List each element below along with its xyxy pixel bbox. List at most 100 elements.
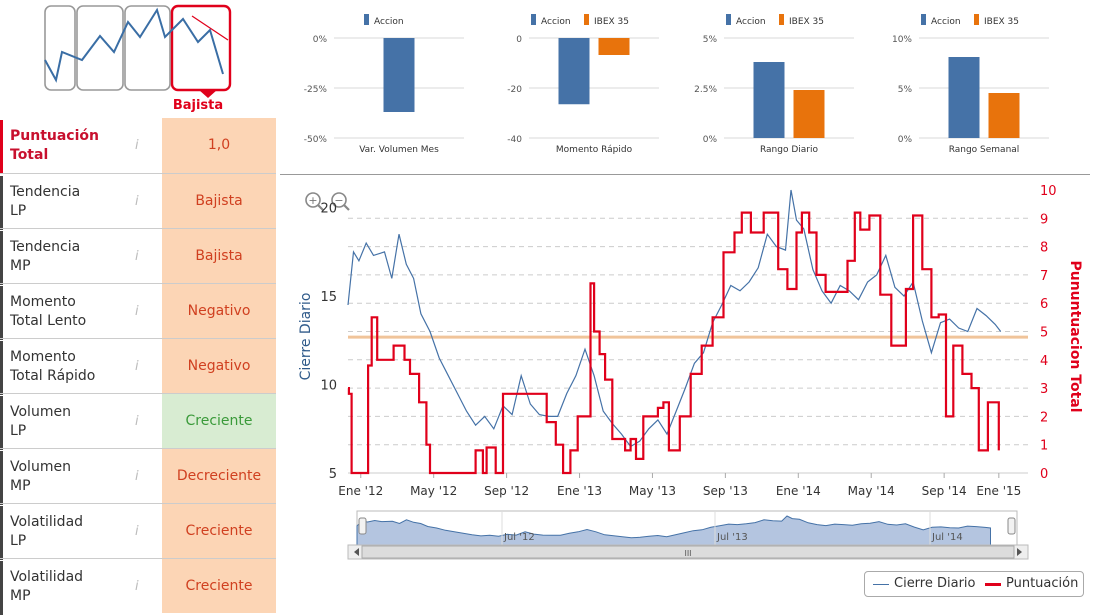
info-icon[interactable]: i: [135, 469, 139, 484]
bar-chart-2: 5% 2.5% 0% Rango Diario Accion IBEX 35: [694, 14, 854, 155]
x-tick: Ene '13: [557, 484, 602, 498]
bar-legend-label: Accion: [736, 17, 766, 27]
navigator-label-2: Jul '13: [716, 532, 748, 543]
y-tick: 20: [320, 202, 337, 217]
score-label-line2: LP: [10, 203, 27, 219]
bar-title: Rango Semanal: [949, 145, 1020, 155]
bar-ytick: -25%: [304, 85, 328, 95]
info-icon[interactable]: i: [135, 304, 139, 319]
bar-legend-label: Accion: [931, 17, 961, 27]
row-separator: [0, 283, 276, 284]
bar-ytick: 5%: [898, 85, 913, 95]
navigator-scrollbar[interactable]: III: [347, 544, 1029, 560]
bar-legend-label: IBEX 35: [789, 17, 824, 27]
score-label-5: Volumen LP: [0, 396, 162, 450]
score-label-7: Volatilidad LP: [0, 506, 162, 560]
bar-title: Momento Rápido: [556, 145, 633, 155]
y-axis-title: Cierre Diario: [298, 293, 314, 381]
score-label-line2: Total: [10, 147, 49, 163]
series-puntuacion-line: [347, 211, 1000, 475]
zoom-in-button[interactable]: +: [305, 192, 324, 211]
row-separator: [0, 173, 276, 174]
score-label-line2: MP: [10, 588, 31, 604]
score-label-6: Volumen MP: [0, 451, 162, 505]
score-label-3: Momento Total Lento: [0, 286, 162, 340]
bar-ytick: 0%: [898, 135, 913, 145]
bar-legend-swatch: [726, 14, 731, 25]
bar-ibex-35: [598, 38, 630, 55]
info-icon[interactable]: i: [135, 249, 139, 264]
score-value-3: Negativo: [187, 303, 251, 319]
bar-chart-1: 0 -20 -40 Momento Rápido Accion IBEX 35: [507, 14, 659, 155]
score-values-column: [162, 118, 276, 613]
navigator-handle-left[interactable]: [358, 517, 367, 535]
logo-panel-1: [44, 5, 76, 91]
score-label-line2: Total Rápido: [10, 368, 96, 384]
score-label-line2: LP: [10, 533, 27, 549]
zoom-in-icon: +: [308, 194, 317, 207]
bar-accion: [383, 38, 415, 112]
score-value-6: Decreciente: [176, 468, 262, 484]
bar-legend-label: IBEX 35: [594, 17, 629, 27]
x-tick: Ene '15: [976, 484, 1021, 498]
bar-legend-swatch: [364, 14, 369, 25]
x-tick: May '12: [410, 484, 457, 498]
bar-ytick: -50%: [304, 135, 328, 145]
scroll-right-icon[interactable]: [1017, 548, 1022, 556]
score-value-0: 1,0: [207, 137, 231, 153]
scrollbar-grip: III: [684, 549, 691, 558]
zoom-out-icon: −: [334, 194, 343, 207]
y2-tick: 10: [1040, 184, 1057, 199]
legend-cierre-label[interactable]: Cierre Diario: [894, 576, 976, 591]
score-label-line1: Momento: [10, 349, 76, 365]
bar-ytick: 0: [516, 35, 522, 45]
x-tick: Sep '13: [703, 484, 748, 498]
y-tick: 15: [320, 290, 337, 305]
legend-cierre-swatch: [873, 584, 889, 585]
info-icon[interactable]: i: [135, 414, 139, 429]
bar-chart-3: 10% 5% 0% Rango Semanal Accion IBEX 35: [892, 14, 1049, 155]
y2-axis-title: Pununtuacion Total: [1067, 260, 1083, 412]
bar-legend-label: IBEX 35: [984, 17, 1019, 27]
scrollbar-thumb[interactable]: [361, 545, 1015, 559]
bar-accion: [558, 38, 590, 105]
logo-pointer: [199, 90, 217, 98]
zoom-out-button[interactable]: −: [331, 192, 350, 211]
chart-legend[interactable]: Cierre Diario Puntuación: [864, 571, 1084, 597]
bar-ytick: 2.5%: [694, 85, 717, 95]
bar-ytick: 10%: [892, 35, 912, 45]
bar-chart-0: 0% -25% -50% Var. Volumen Mes Accion: [304, 14, 464, 155]
info-icon[interactable]: i: [135, 579, 139, 594]
x-tick: Sep '14: [922, 484, 967, 498]
legend-puntuacion-label[interactable]: Puntuación: [1006, 576, 1079, 591]
score-label-4: Momento Total Rápido: [0, 341, 162, 395]
x-tick: Ene '14: [776, 484, 821, 498]
info-icon[interactable]: i: [135, 359, 139, 374]
info-icon[interactable]: i: [135, 138, 139, 153]
info-icon[interactable]: i: [135, 194, 139, 209]
navigator[interactable]: Jul '12 Jul '13 Jul '14: [356, 510, 1018, 547]
score-label-line1: Tendencia: [10, 239, 81, 255]
scroll-left-icon[interactable]: [354, 548, 359, 556]
navigator-handle-right[interactable]: [1007, 517, 1016, 535]
score-value-8: Creciente: [185, 578, 253, 594]
bar-legend-swatch: [531, 14, 536, 25]
logo-panel-2: [76, 5, 124, 91]
section-divider: [280, 174, 1090, 175]
score-label-0: Puntuación Total: [0, 120, 162, 174]
score-label-line1: Volatilidad: [10, 514, 84, 530]
y2-tick: 3: [1040, 382, 1048, 397]
logo-panel-3: [124, 5, 171, 91]
score-label-8: Volatilidad MP: [0, 561, 162, 615]
bar-ytick: -20: [507, 85, 522, 95]
x-tick: Sep '12: [484, 484, 529, 498]
bar-ytick: 0%: [313, 35, 328, 45]
score-value-2: Bajista: [195, 248, 243, 264]
y-tick: 5: [329, 467, 337, 482]
y2-tick: 6: [1040, 297, 1048, 312]
row-separator: [0, 393, 276, 394]
series-cierre-line: [347, 189, 1002, 448]
x-tick: Ene '12: [338, 484, 383, 498]
info-icon[interactable]: i: [135, 524, 139, 539]
bar-ytick: -40: [507, 135, 522, 145]
